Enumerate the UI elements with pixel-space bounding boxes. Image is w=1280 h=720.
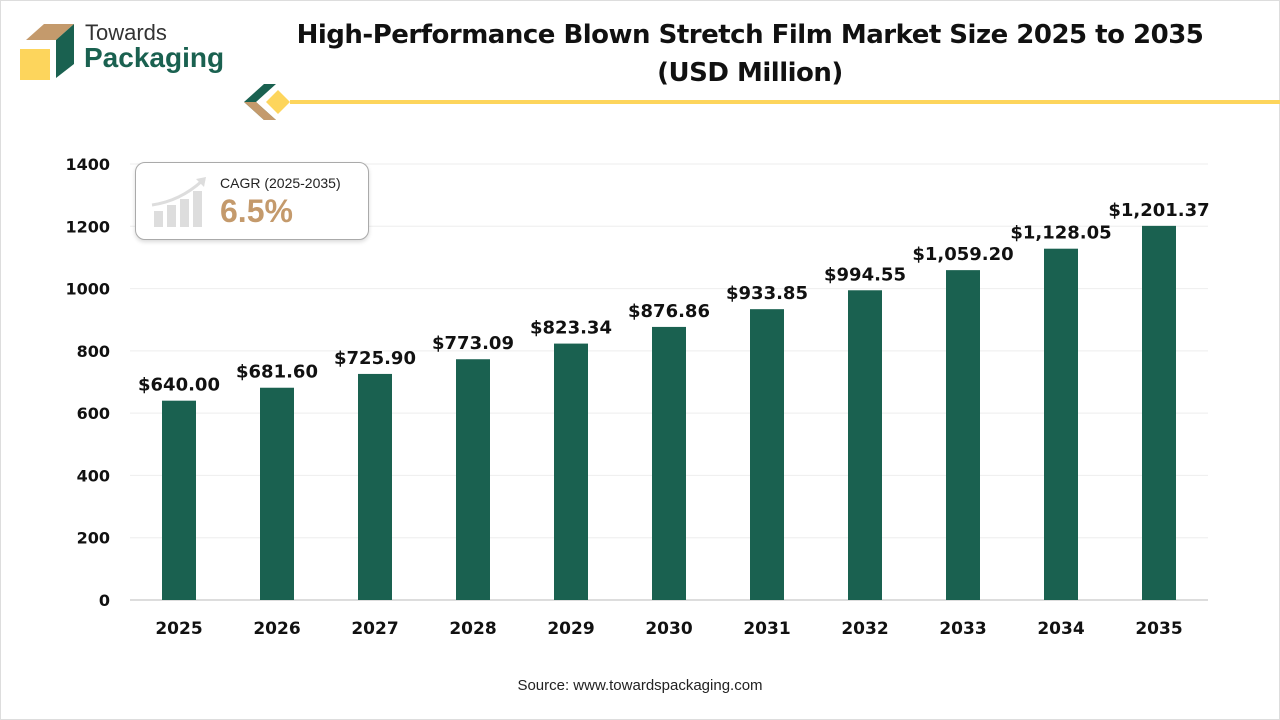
data-label: $1,059.20: [912, 244, 1013, 265]
data-label: $823.34: [530, 318, 612, 339]
x-tick-label: 2026: [253, 619, 300, 639]
x-tick-label: 2032: [841, 619, 888, 639]
bar-2028: [456, 359, 490, 600]
title-divider: [244, 84, 1280, 120]
x-tick-label: 2025: [155, 619, 202, 639]
logo-text-towards: Towards: [85, 20, 167, 45]
y-tick-label: 1000: [65, 280, 110, 299]
data-label: $1,128.05: [1010, 223, 1111, 244]
data-label: $876.86: [628, 301, 710, 322]
data-label: $1,201.37: [1108, 200, 1209, 221]
x-tick-label: 2028: [449, 619, 496, 639]
bar-2032: [848, 290, 882, 600]
x-tick-label: 2030: [645, 619, 692, 639]
x-tick-label: 2035: [1135, 619, 1182, 639]
y-tick-label: 400: [77, 466, 110, 485]
data-label: $725.90: [334, 348, 416, 369]
cagr-value: 6.5%: [220, 193, 293, 229]
title-line-2: (USD Million): [657, 58, 843, 88]
growth-chart-icon: [151, 177, 206, 227]
x-tick-label: 2034: [1037, 619, 1084, 639]
bar-2026: [260, 387, 294, 600]
bar-2031: [750, 309, 784, 600]
x-tick-label: 2033: [939, 619, 986, 639]
logo-text-packaging: Packaging: [84, 42, 225, 73]
bar-2030: [652, 326, 686, 600]
cagr-label: CAGR (2025-2035): [220, 175, 341, 191]
bar-2027: [358, 373, 392, 600]
source-note: Source: www.towardspackaging.com: [517, 677, 763, 694]
data-label: $773.09: [432, 333, 514, 354]
y-tick-label: 800: [77, 342, 110, 361]
bar-2033: [946, 270, 980, 600]
x-tick-label: 2031: [743, 619, 790, 639]
data-label: $640.00: [138, 375, 220, 396]
logo-icon: [20, 24, 74, 80]
x-tick-label: 2029: [547, 619, 594, 639]
cagr-box: CAGR (2025-2035) 6.5%: [135, 162, 369, 240]
y-tick-label: 200: [77, 529, 110, 548]
y-tick-label: 1400: [65, 155, 110, 174]
data-label: $994.55: [824, 264, 906, 285]
bar-2034: [1044, 248, 1078, 600]
title-line-1: High-Performance Blown Stretch Film Mark…: [296, 20, 1204, 50]
x-tick-label: 2027: [351, 619, 398, 639]
chart-title: High-Performance Blown Stretch Film Mark…: [260, 16, 1240, 92]
bar-2035: [1142, 225, 1176, 600]
data-label: $933.85: [726, 283, 808, 304]
bar-2029: [554, 343, 588, 600]
y-tick-label: 1200: [65, 217, 110, 236]
y-tick-label: 0: [99, 591, 110, 610]
bar-2025: [162, 400, 196, 600]
y-tick-label: 600: [77, 404, 110, 423]
data-label: $681.60: [236, 362, 318, 383]
